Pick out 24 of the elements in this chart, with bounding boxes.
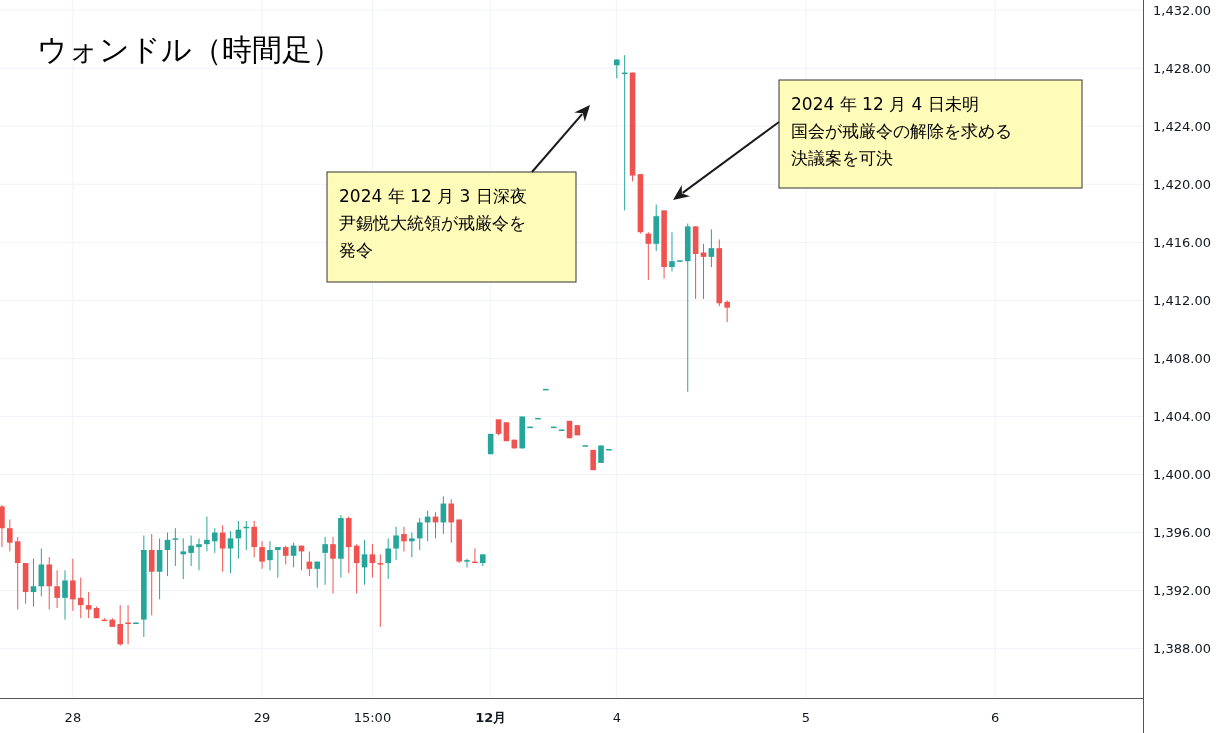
y-tick-label: 1,428.00 xyxy=(1153,60,1211,76)
text: ウォンドル（時間足） xyxy=(37,32,342,67)
y-tick-label: 1,416.00 xyxy=(1153,234,1211,250)
y-tick-label: 1,392.00 xyxy=(1153,583,1211,599)
x-tick-label: 12月 xyxy=(475,710,507,725)
x-tick-label: 15:00 xyxy=(353,710,392,725)
x-tick-label: 28 xyxy=(64,710,82,725)
annotation: 2024 年 12 月 4 日未明国会が戒厳令の解除を求める決議案を可決 xyxy=(791,94,1012,168)
y-tick-label: 1,412.00 xyxy=(1153,292,1211,308)
x-tick-label: 4 xyxy=(612,710,621,725)
y-tick-label: 1,432.00 xyxy=(1153,2,1211,18)
y-tick-label: 1,388.00 xyxy=(1153,641,1211,657)
x-tick-label: 5 xyxy=(801,710,811,725)
annotation: 2024 年 12 月 3 日深夜尹錫悦大統領が戒厳令を発令 xyxy=(339,186,527,260)
y-tick-label: 1,396.00 xyxy=(1153,525,1211,541)
y-tick-label: 1,408.00 xyxy=(1153,350,1211,366)
x-tick-label: 29 xyxy=(253,710,271,725)
annotation: 2024 年 12 月 3 日深夜尹錫悦大統領が戒厳令を発令 xyxy=(326,171,577,283)
y-tick-label: 1,420.00 xyxy=(1153,176,1211,192)
annotation: 2024 年 12 月 4 日未明国会が戒厳令の解除を求める決議案を可決 xyxy=(778,79,1083,189)
y-tick-label: 1,424.00 xyxy=(1153,118,1211,134)
x-tick-label: 6 xyxy=(991,710,1000,725)
y-tick-label: 1,404.00 xyxy=(1153,408,1211,424)
y-tick-label: 1,400.00 xyxy=(1153,467,1211,483)
